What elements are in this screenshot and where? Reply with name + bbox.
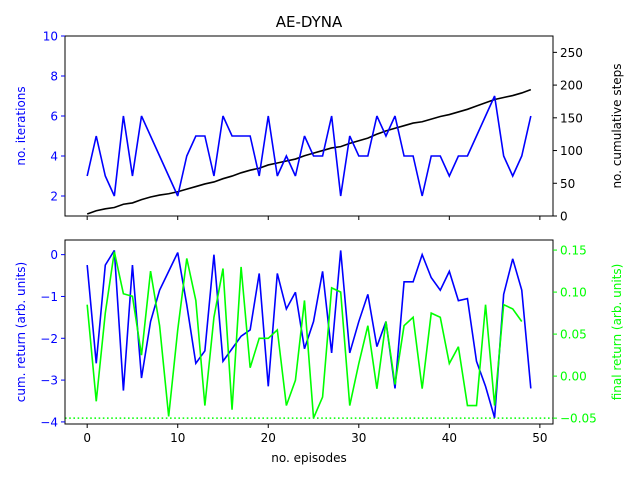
top-panel: AE-DYNA 2 4 6 8 10 0 50 100 150 200 250 no. itera… bbox=[14, 13, 624, 224]
left-y-tick-label: 4 bbox=[50, 150, 58, 164]
top-plot-frame bbox=[64, 35, 554, 217]
right-y-tick-label: 100 bbox=[560, 144, 583, 158]
top-left-y-axis: 2 4 6 8 10 bbox=[43, 30, 65, 204]
bottom-panel: −4 −3 −2 −1 0 −0.05 0.00 0.05 0.10 0.15 0 10 20 30 4… bbox=[14, 239, 624, 465]
right-y-tick-label: 0 bbox=[560, 210, 568, 224]
top-left-axis-label: no. iterations bbox=[14, 86, 28, 165]
x-tick-label: 20 bbox=[261, 431, 276, 445]
x-tick-label: 50 bbox=[532, 431, 547, 445]
right-y-tick-label: 150 bbox=[560, 111, 583, 125]
bottom-plot-frame bbox=[64, 239, 554, 425]
bottom-left-series-layer bbox=[86, 250, 532, 418]
left-y-tick-label: 2 bbox=[50, 190, 58, 204]
top-left-series-layer bbox=[86, 95, 532, 197]
x-tick-label: 0 bbox=[83, 431, 91, 445]
left-y-tick-label: −1 bbox=[40, 290, 58, 304]
series-line-right bbox=[86, 88, 532, 215]
left-y-tick-label: −3 bbox=[40, 374, 58, 388]
bottom-x-axis-label: no. episodes bbox=[271, 451, 347, 465]
left-y-tick-label: 10 bbox=[43, 30, 58, 44]
x-tick-label: 30 bbox=[351, 431, 366, 445]
top-x-axis bbox=[86, 216, 541, 220]
right-y-tick-label: 50 bbox=[560, 177, 575, 191]
left-y-tick-label: 8 bbox=[50, 70, 58, 84]
bottom-right-series-layer bbox=[86, 251, 523, 419]
top-right-axis-label: no. cumulative steps bbox=[610, 63, 624, 188]
left-y-tick-label: −4 bbox=[40, 415, 58, 429]
right-y-tick-label: 0.00 bbox=[560, 370, 587, 384]
right-y-tick-label: 0.10 bbox=[560, 286, 587, 300]
right-y-tick-label: 0.15 bbox=[560, 244, 587, 258]
left-y-tick-label: 0 bbox=[50, 248, 58, 262]
bottom-right-axis-label: final return (arb. units) bbox=[610, 264, 624, 401]
series-line-right bbox=[86, 251, 523, 419]
right-y-tick-label: 250 bbox=[560, 46, 583, 60]
right-y-tick-label: 0.05 bbox=[560, 328, 587, 342]
right-y-tick-label: −0.05 bbox=[560, 412, 597, 426]
x-tick-label: 10 bbox=[170, 431, 185, 445]
series-line-left bbox=[86, 95, 532, 197]
x-tick-label: 40 bbox=[442, 431, 457, 445]
top-right-series-layer bbox=[86, 88, 532, 215]
left-y-tick-label: −2 bbox=[40, 332, 58, 346]
left-y-tick-label: 6 bbox=[50, 110, 58, 124]
bottom-left-axis-label: cum. return (arb. units) bbox=[14, 262, 28, 402]
bottom-x-axis: 0 10 20 30 40 50 bbox=[83, 424, 548, 445]
bottom-right-y-axis: −0.05 0.00 0.05 0.10 0.15 bbox=[553, 244, 597, 426]
series-line-left bbox=[86, 250, 532, 418]
top-right-y-axis: 0 50 100 150 200 250 bbox=[553, 46, 583, 224]
bottom-left-y-axis: −4 −3 −2 −1 0 bbox=[40, 248, 65, 429]
right-y-tick-label: 200 bbox=[560, 79, 583, 93]
top-title: AE-DYNA bbox=[276, 13, 343, 31]
